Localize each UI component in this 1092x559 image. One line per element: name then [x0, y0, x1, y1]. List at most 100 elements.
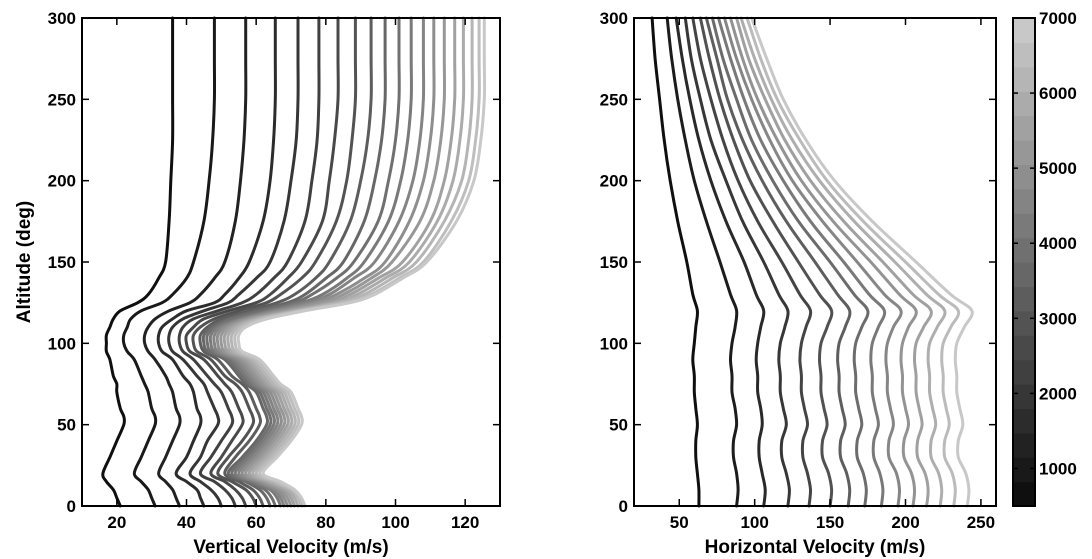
- colorbar-level: [1013, 18, 1035, 43]
- left-series-line: [198, 16, 373, 508]
- left-series-line: [222, 16, 457, 508]
- right-series-line: [691, 16, 813, 508]
- right-series-line: [729, 16, 918, 508]
- left-y-tick-label: 200: [48, 172, 76, 191]
- left-y-tick-label: 150: [48, 253, 76, 272]
- colorbar-level: [1013, 408, 1035, 434]
- right-series-line: [717, 16, 887, 508]
- right-curves: [650, 16, 974, 508]
- left-x-tick-label: 100: [381, 513, 409, 532]
- right-series-line: [745, 16, 961, 508]
- colorbar-level: [1013, 384, 1035, 409]
- left-panel: 20 40 60 80 100 120 0 50 100 150 200 250 300 Vertica…: [14, 9, 501, 558]
- colorbar-tick-label: 5000: [1039, 159, 1077, 178]
- colorbar-blocks: [1013, 18, 1035, 507]
- left-x-tick-label: 40: [177, 513, 196, 532]
- colorbar-level: [1013, 457, 1035, 483]
- right-x-tick-label: 50: [670, 513, 689, 532]
- colorbar-level: [1013, 359, 1035, 385]
- colorbar-level: [1013, 140, 1035, 165]
- left-x-tick-label: 20: [107, 513, 126, 532]
- left-series-line: [212, 16, 426, 508]
- colorbar-tick-label: 7000: [1039, 9, 1077, 28]
- colorbar-tick-label: 3000: [1039, 309, 1077, 328]
- left-series-line: [167, 16, 300, 508]
- colorbar-tick-label: 6000: [1039, 84, 1077, 103]
- left-series-line: [191, 16, 358, 508]
- colorbar-level: [1013, 481, 1035, 507]
- colorbar-level: [1013, 335, 1035, 361]
- left-series-line: [177, 16, 321, 508]
- colorbar-level: [1013, 91, 1035, 117]
- right-y-tick-label: 0: [619, 497, 628, 516]
- left-series-line: [233, 16, 481, 508]
- colorbar-level: [1013, 188, 1035, 214]
- colorbar-level: [1013, 42, 1035, 68]
- left-series-line: [156, 16, 277, 508]
- right-ticks: 50 100 150 200 250 0 50 100 150 200 250 300: [600, 9, 996, 532]
- right-series-line: [683, 16, 791, 508]
- right-series-line: [665, 16, 740, 508]
- right-y-tick-label: 250: [600, 90, 628, 109]
- right-series-line: [739, 16, 947, 508]
- left-series-line: [226, 16, 466, 508]
- right-y-tick-label: 100: [600, 334, 628, 353]
- right-x-tick-label: 100: [740, 513, 768, 532]
- right-series-line: [698, 16, 834, 508]
- colorbar-level: [1013, 262, 1035, 287]
- left-series-line: [236, 16, 487, 508]
- colorbar-tick-label: 4000: [1039, 234, 1077, 253]
- colorbar-level: [1013, 115, 1035, 141]
- right-x-tick-label: 200: [891, 513, 919, 532]
- right-series-line: [710, 16, 870, 508]
- left-series-line: [208, 16, 413, 508]
- left-series-line: [201, 16, 387, 508]
- left-x-tick-label: 80: [316, 513, 335, 532]
- left-ticks: 20 40 60 80 100 120 0 50 100 150 200 250 300: [48, 9, 500, 532]
- right-y-tick-label: 150: [600, 253, 628, 272]
- right-series-line: [704, 16, 852, 508]
- left-y-tick-label: 300: [48, 9, 76, 28]
- right-series-line: [750, 16, 974, 508]
- left-x-tick-label: 60: [247, 513, 266, 532]
- colorbar-frame: [1012, 17, 1036, 507]
- colorbar-level: [1013, 213, 1035, 239]
- right-series-line: [674, 16, 767, 508]
- left-series-line: [142, 16, 248, 508]
- colorbar-level: [1013, 237, 1035, 263]
- left-series-line: [229, 16, 474, 508]
- right-series-line: [735, 16, 933, 508]
- left-series-line: [121, 16, 217, 508]
- right-x-axis-label: Horizontal Velocity (m/s): [705, 537, 926, 558]
- colorbar: 1000 2000 3000 4000 5000 6000 7000: [1012, 9, 1077, 507]
- colorbar-tick-label: 2000: [1039, 384, 1077, 403]
- left-series-line: [205, 16, 401, 508]
- colorbar-level: [1013, 432, 1035, 458]
- right-x-tick-label: 250: [967, 513, 995, 532]
- left-x-tick-label: 120: [451, 513, 479, 532]
- left-series-line: [219, 16, 447, 508]
- left-y-axis-label: Altitude (deg): [14, 201, 35, 323]
- right-y-tick-label: 200: [600, 172, 628, 191]
- left-y-tick-label: 100: [48, 334, 76, 353]
- left-series-line: [215, 16, 436, 508]
- right-x-tick-label: 150: [816, 513, 844, 532]
- right-y-tick-label: 300: [600, 9, 628, 28]
- colorbar-level: [1013, 164, 1035, 190]
- right-series-line: [650, 16, 701, 508]
- left-series-line: [101, 16, 175, 508]
- left-y-tick-label: 50: [57, 416, 76, 435]
- right-series-line: [723, 16, 903, 508]
- colorbar-level: [1013, 66, 1035, 92]
- left-y-tick-label: 0: [67, 497, 76, 516]
- colorbar-ticks: 1000 2000 3000 4000 5000 6000 7000: [1013, 9, 1077, 478]
- left-curves: [101, 16, 487, 508]
- colorbar-level: [1013, 310, 1035, 336]
- left-x-axis-label: Vertical Velocity (m/s): [193, 537, 388, 558]
- right-y-tick-label: 50: [609, 416, 628, 435]
- colorbar-level: [1013, 286, 1035, 312]
- colorbar-tick-label: 1000: [1039, 459, 1077, 478]
- left-series-line: [184, 16, 340, 508]
- right-panel: 50 100 150 200 250 0 50 100 150 200 250 300 Horizon…: [600, 9, 997, 558]
